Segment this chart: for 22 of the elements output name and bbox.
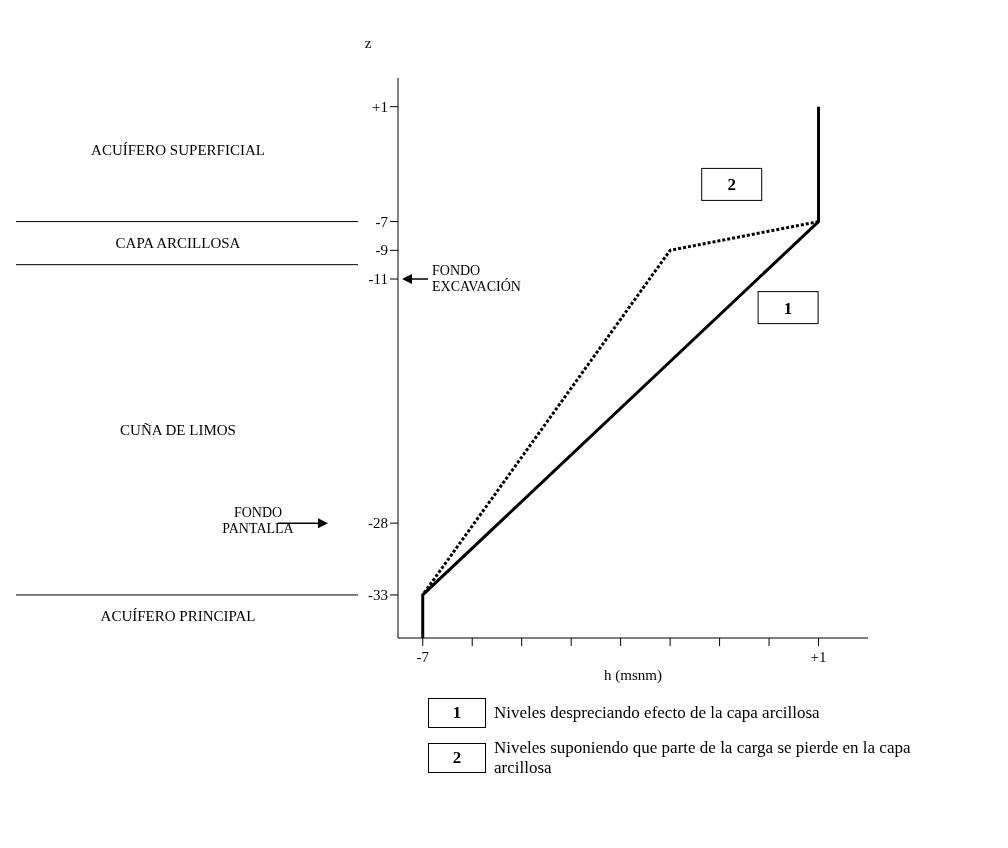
y-axis-title: z xyxy=(364,35,372,51)
x-axis-title: h (msnm) xyxy=(604,667,662,684)
annotation: 1 xyxy=(783,298,793,318)
annotation: FONDO EXCAVACIÓN xyxy=(432,263,521,295)
legend-label: Niveles suponiendo que parte de la carga se pierde en la capa arcillosa xyxy=(494,738,912,778)
text: CAPA ARCILLOSA xyxy=(115,235,241,252)
number-box: 1 xyxy=(428,698,486,728)
annotation: 2 xyxy=(727,175,736,195)
number-box: 2 xyxy=(701,167,763,201)
y-tick-label: -33 xyxy=(368,586,388,603)
y-tick-label: -11 xyxy=(368,271,388,288)
y-tick-label: -28 xyxy=(368,515,388,532)
y-tick-label: -7 xyxy=(375,213,389,230)
text: ACUÍFERO PRINCIPAL xyxy=(100,608,256,625)
y-tick-label: +1 xyxy=(372,98,388,115)
legend-label: Niveles despreciando efecto de la capa arcillosa xyxy=(494,703,821,723)
text: FONDO PANTALLA xyxy=(222,505,295,537)
text: CUÑA DE LIMOS xyxy=(120,421,236,438)
number-box: 1 xyxy=(757,291,819,325)
text: ACUÍFERO SUPERFICIAL xyxy=(91,141,265,158)
number-box: 2 xyxy=(428,743,486,773)
y-tick-label: -9 xyxy=(375,242,388,259)
